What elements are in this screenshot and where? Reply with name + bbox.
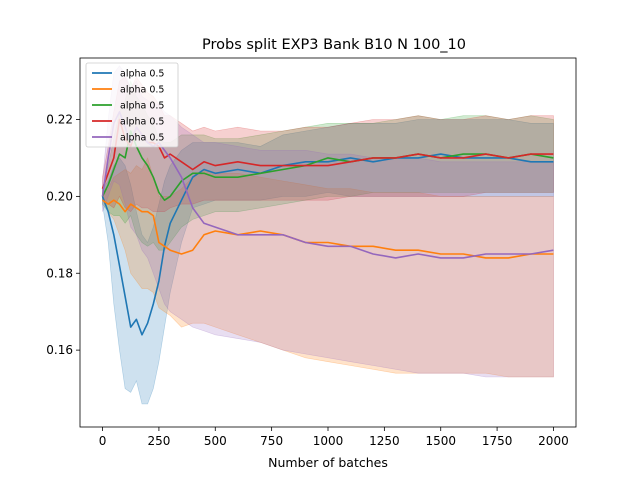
x-tick-label-0: 0 — [99, 434, 107, 448]
legend: alpha 0.5 alpha 0.5 alpha 0.5 alpha 0.5 alph… — [85, 62, 179, 148]
x-tick-label-250: 250 — [147, 434, 170, 448]
x-tick-label-2000: 2000 — [538, 434, 569, 448]
confidence-bands — [102, 65, 554, 405]
x-tick-label-750: 750 — [260, 434, 283, 448]
y-tick-label-2: 0.20 — [46, 189, 73, 203]
band-series-1 — [102, 119, 554, 405]
legend-label-3: alpha 0.5 — [120, 101, 164, 112]
x-tick-label-1500: 1500 — [425, 434, 456, 448]
x-tick-label-1250: 1250 — [369, 434, 400, 448]
legend-label-2: alpha 0.5 — [120, 85, 164, 96]
y-tick-label-3: 0.22 — [46, 113, 73, 127]
y-axis: 0.16 0.18 0.20 0.22 — [46, 113, 80, 357]
x-tick-label-1000: 1000 — [313, 434, 344, 448]
x-tick-label-500: 500 — [204, 434, 227, 448]
legend-label-1: alpha 0.5 — [120, 69, 164, 80]
y-tick-label-1: 0.18 — [46, 266, 73, 280]
line-series-1 — [101, 153, 554, 336]
line-series-2 — [102, 199, 554, 259]
legend-box — [85, 62, 179, 148]
y-tick-label-0: 0.16 — [46, 343, 73, 357]
x-axis: 0 250 500 750 1000 1250 1500 1750 2000 — [99, 427, 569, 448]
chart-title: Probs split EXP3 Bank B10 N 100_10 — [202, 37, 466, 53]
legend-label-5: alpha 0.5 — [120, 133, 164, 144]
x-tick-label-1750: 1750 — [482, 434, 513, 448]
legend-label-4: alpha 0.5 — [120, 117, 164, 128]
x-axis-label: Number of batches — [268, 455, 388, 470]
